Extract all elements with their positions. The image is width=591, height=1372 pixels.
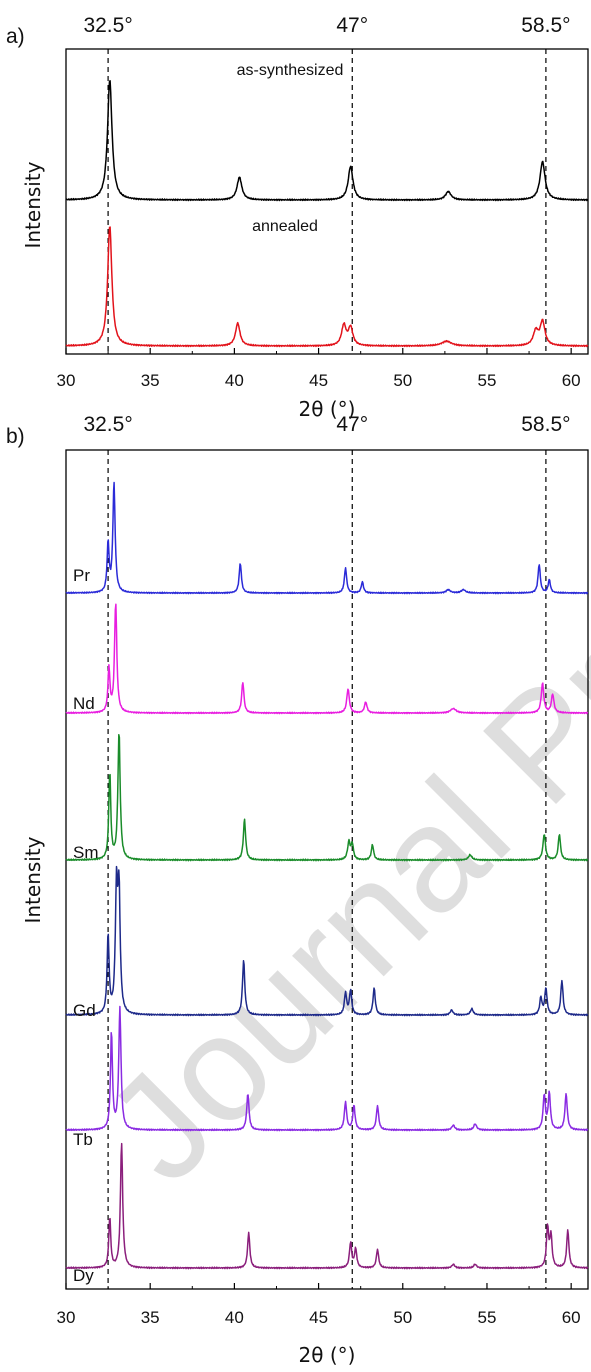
- panel-b-x-tick-label: 50: [393, 1308, 412, 1327]
- series-line-dy: [65, 1142, 589, 1270]
- series-label-nd: Nd: [73, 694, 95, 713]
- series-line-nd: [65, 603, 589, 715]
- series-label-tb: Tb: [73, 1130, 93, 1149]
- series-line-gd: [65, 865, 589, 1017]
- reference-line-label: 58.5°: [521, 413, 570, 436]
- series-line-as-synthesized: [65, 80, 589, 202]
- panel-a-label: a): [6, 25, 25, 48]
- panel-a-reference-lines: 32.5° 47° 58.5°: [83, 14, 571, 354]
- panel-a: a) Intensity 2θ (°) as-synthesized annea…: [6, 14, 589, 421]
- series-label-gd: Gd: [73, 1001, 96, 1020]
- panel-a-x-axis-title: 2θ (°): [299, 397, 356, 421]
- series-line-annealed: [65, 226, 589, 348]
- panel-a-x-tick-label: 50: [393, 371, 412, 390]
- panel-a-plot-frame: [65, 48, 589, 355]
- panel-a-y-axis-title: Intensity: [21, 161, 45, 248]
- series-line-pr: [65, 481, 589, 595]
- series-line-sm: [65, 733, 589, 862]
- panel-b-x-ticks: 30 35 40 45 50 55 60: [57, 1283, 581, 1327]
- reference-line-label: 32.5°: [83, 14, 132, 37]
- panel-b-x-tick-label: 30: [57, 1308, 76, 1327]
- panel-b-x-tick-label: 60: [562, 1308, 581, 1327]
- panel-a-series: [65, 80, 589, 348]
- panel-b-x-tick-label: 55: [478, 1308, 497, 1327]
- panel-a-x-tick-label: 30: [57, 371, 76, 390]
- panel-b-series: Pr Nd Sm Gd Tb Dy: [65, 481, 589, 1285]
- panel-a-x-tick-label: 40: [225, 371, 244, 390]
- panel-b-x-tick-label: 35: [141, 1308, 160, 1327]
- panel-b-x-axis-title: 2θ (°): [299, 1343, 356, 1367]
- series-line-tb: [65, 1005, 589, 1132]
- annotation-annealed: annealed: [252, 218, 318, 235]
- panel-b-plot-frame: [65, 449, 589, 1290]
- panel-a-x-ticks: 30 35 40 45 50 55 60: [57, 348, 581, 390]
- journal-watermark: Journal Pre: [74, 551, 591, 1212]
- reference-line-label: 58.5°: [521, 14, 570, 37]
- panel-b-x-tick-label: 40: [225, 1308, 244, 1327]
- panel-a-x-tick-label: 60: [562, 371, 581, 390]
- reference-line-label: 32.5°: [83, 413, 132, 436]
- panel-b-label: b): [6, 425, 25, 448]
- panel-a-x-tick-label: 45: [309, 371, 328, 390]
- panel-a-x-tick-label: 35: [141, 371, 160, 390]
- reference-line-label: 47°: [336, 14, 368, 37]
- series-label-dy: Dy: [73, 1266, 94, 1285]
- panel-a-x-tick-label: 55: [478, 371, 497, 390]
- series-label-pr: Pr: [73, 566, 90, 585]
- annotation-as-synthesized: as-synthesized: [237, 62, 344, 79]
- series-label-sm: Sm: [73, 843, 99, 862]
- panel-b-y-axis-title: Intensity: [21, 836, 45, 923]
- panel-b-x-tick-label: 45: [309, 1308, 328, 1327]
- panel-b: b) Intensity 2θ (°) 30 35 40 45 50 55 60 32.5°…: [6, 413, 589, 1367]
- reference-line-label: 47°: [336, 413, 368, 436]
